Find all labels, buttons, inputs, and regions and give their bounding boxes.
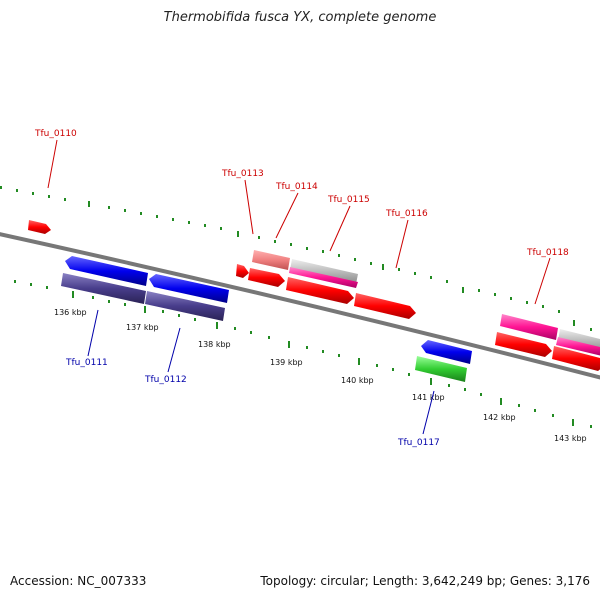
label-tfu-0112: Tfu_0112	[144, 375, 187, 385]
feature-tfu-0118-red-a[interactable]	[495, 332, 552, 357]
genome-summary-text: Topology: circular; Length: 3,642,249 bp…	[260, 574, 590, 588]
inner-tick-ruler	[14, 280, 592, 428]
feature-tfu-0117-green[interactable]	[415, 356, 467, 382]
tick-label-136: 136 kbp	[54, 308, 87, 317]
accession-text: Accession: NC_007333	[10, 574, 147, 588]
feature-tfu-0116-a[interactable]	[286, 277, 354, 304]
label-tfu-0113: Tfu_0113	[221, 169, 264, 179]
label-tfu-0111: Tfu_0111	[65, 358, 108, 368]
outer-tick-ruler	[0, 186, 592, 331]
feature-tfu-0110[interactable]	[28, 220, 51, 234]
feature-tfu-0113[interactable]	[252, 250, 290, 270]
feature-tfu-0117[interactable]	[421, 340, 472, 364]
feature-tfu-0115-cds[interactable]	[289, 267, 358, 288]
feature-tfu-0111[interactable]	[65, 256, 148, 286]
label-tfu-0118: Tfu_0118	[526, 248, 569, 258]
genome-backbone	[0, 232, 600, 380]
feature-tfu-0118-red-b[interactable]	[552, 346, 600, 371]
label-tfu-0110: Tfu_0110	[34, 129, 77, 139]
map-title: Thermobifida fusca YX, complete genome	[163, 10, 437, 25]
feature-small-red-a[interactable]	[236, 264, 249, 278]
feature-tfu-0112-navy[interactable]	[145, 291, 225, 321]
label-tfu-0117: Tfu_0117	[397, 438, 440, 448]
tick-label-143: 143 kbp	[554, 434, 587, 443]
feature-tfu-0111-navy[interactable]	[61, 273, 146, 304]
label-tfu-0115: Tfu_0115	[327, 195, 370, 205]
reverse-leader-lines	[87, 309, 435, 435]
label-tfu-0116: Tfu_0116	[385, 209, 428, 219]
label-tfu-0114: Tfu_0114	[275, 182, 318, 192]
tick-label-140: 140 kbp	[341, 376, 374, 385]
forward-leader-lines	[47, 139, 551, 305]
feature-tfu-0114[interactable]	[248, 268, 285, 287]
tick-label-141: 141 kbp	[412, 393, 445, 402]
tick-label-139: 139 kbp	[270, 358, 303, 367]
feature-tfu-0112[interactable]	[149, 274, 229, 303]
feature-tfu-0115[interactable]	[290, 259, 358, 284]
feature-tfu-0118-pink2[interactable]	[556, 337, 600, 356]
feature-tfu-0118[interactable]	[500, 314, 558, 340]
tick-label-137: 137 kbp	[126, 323, 159, 332]
tick-label-142: 142 kbp	[483, 413, 516, 422]
tick-label-138: 138 kbp	[198, 340, 231, 349]
feature-tfu-0116-b[interactable]	[354, 293, 416, 319]
